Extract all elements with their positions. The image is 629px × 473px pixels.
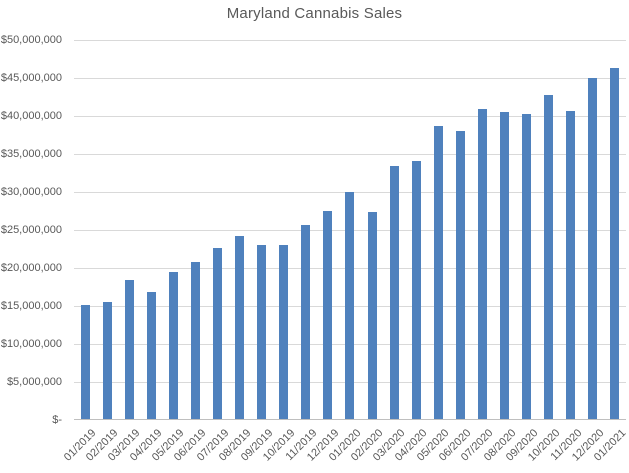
y-tick-label: $45,000,000 [0, 72, 62, 84]
bar-slot [560, 40, 582, 419]
bar-slot [96, 40, 118, 419]
bar-slot [516, 40, 538, 419]
plot-area [74, 40, 626, 420]
bar-08/2020 [500, 112, 510, 419]
y-tick-label: $- [52, 414, 62, 426]
bar-12/2019 [323, 210, 333, 419]
y-tick-label: $50,000,000 [0, 34, 62, 46]
x-axis-line [74, 419, 626, 420]
bar-02/2019 [102, 301, 112, 419]
bar-slot [229, 40, 251, 419]
gridline [74, 78, 626, 79]
bar-01/2020 [345, 192, 355, 419]
bar-04/2020 [411, 161, 421, 419]
bar-slot [317, 40, 339, 419]
bar-slot [162, 40, 184, 419]
bar-slot [405, 40, 427, 419]
bar-04/2019 [146, 291, 156, 419]
bar-05/2019 [168, 271, 178, 419]
bar-slot [339, 40, 361, 419]
gridline [74, 116, 626, 117]
y-tick-label: $10,000,000 [0, 338, 62, 350]
bar-07/2019 [213, 248, 222, 419]
bar-slot [361, 40, 383, 419]
bar-03/2020 [389, 165, 399, 419]
bar-slot [206, 40, 228, 419]
bar-11/2020 [566, 110, 576, 419]
bar-slot [273, 40, 295, 419]
gridline [74, 40, 626, 41]
y-tick-label: $15,000,000 [0, 300, 62, 312]
y-tick-label: $20,000,000 [0, 262, 62, 274]
y-tick-label: $35,000,000 [0, 148, 62, 160]
bar-03/2019 [124, 280, 134, 419]
bar-slot [471, 40, 493, 419]
bar-09/2019 [257, 244, 267, 419]
bar-06/2020 [455, 130, 465, 419]
bar-05/2020 [433, 126, 443, 419]
y-tick-label: $30,000,000 [0, 186, 62, 198]
y-tick-label: $25,000,000 [0, 224, 62, 236]
bar-slot [74, 40, 96, 419]
gridline [74, 154, 626, 155]
bar-slot [118, 40, 140, 419]
bar-07/2020 [477, 108, 487, 419]
y-tick-label: $5,000,000 [6, 376, 62, 388]
bar-slot [251, 40, 273, 419]
bar-11/2019 [301, 224, 311, 419]
bar-slot [493, 40, 515, 419]
y-tick-label: $40,000,000 [0, 110, 62, 122]
bar-slot [295, 40, 317, 419]
bar-06/2019 [190, 262, 200, 419]
bar-slot [538, 40, 560, 419]
bar-slot [184, 40, 206, 419]
bar-slot [383, 40, 405, 419]
bar-slot [582, 40, 604, 419]
bar-10/2020 [544, 94, 554, 419]
bar-series [74, 40, 626, 419]
bar-12/2020 [588, 77, 598, 419]
bar-01/2019 [80, 305, 90, 419]
bar-slot [449, 40, 471, 419]
bar-10/2019 [279, 244, 289, 419]
bar-09/2020 [522, 113, 532, 419]
chart-title: Maryland Cannabis Sales [226, 5, 403, 22]
bar-slot [140, 40, 162, 419]
bar-08/2019 [235, 236, 245, 419]
bar-02/2020 [367, 212, 377, 419]
bar-slot [427, 40, 449, 419]
bar-slot [604, 40, 626, 419]
bar-01/2021 [610, 68, 620, 419]
